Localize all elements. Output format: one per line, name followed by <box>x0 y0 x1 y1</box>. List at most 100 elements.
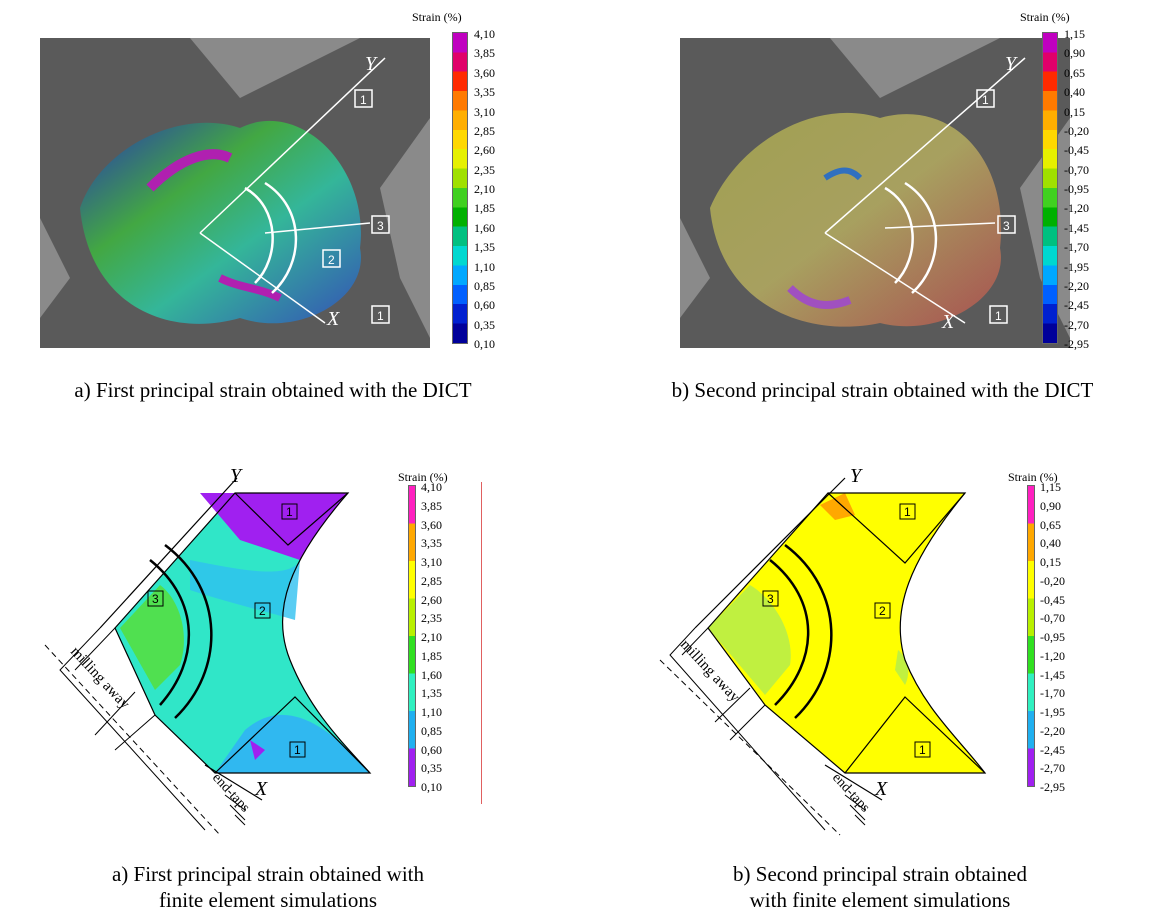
svg-text:3: 3 <box>1003 219 1010 233</box>
legend-tick-label: -2,45 <box>1040 742 1065 757</box>
legend-tick-label: 0,15 <box>1040 555 1061 569</box>
dict-b-image: Y X 1 3 1 <box>680 38 1070 348</box>
caption-a-fe: a) First principal strain obtained with … <box>8 861 528 913</box>
legend-tick-label: 0,35 <box>474 317 495 332</box>
legend-tick-label: 1,60 <box>474 220 495 235</box>
fe-a-diagram: Y X milling away end-taps 1 3 2 1 <box>44 465 372 836</box>
dict-a-region-1-bottom: 1 <box>371 305 390 324</box>
fe-a-milling-label: milling away <box>67 644 133 713</box>
svg-text:1: 1 <box>377 309 384 323</box>
svg-text:1: 1 <box>286 505 293 519</box>
dict-b-x-axis-label: X <box>941 311 955 333</box>
fe-b-region-1-bottom: 1 <box>914 741 931 758</box>
legend-tick-label: 1,10 <box>474 259 495 274</box>
legend-divider-line <box>481 482 482 804</box>
svg-text:3: 3 <box>377 219 384 233</box>
dict-a-image: Y X 1 3 2 1 <box>40 38 430 348</box>
caption-b-fe-line1: b) Second principal strain obtained <box>733 862 1027 886</box>
dict-b-region-1-top: 1 <box>976 89 995 108</box>
legend-title: Strain (%) <box>412 10 462 24</box>
svg-text:1: 1 <box>904 505 911 519</box>
legend-tick-label: 0,90 <box>1064 46 1085 61</box>
caption-a-fe-line2: finite element simulations <box>158 888 378 912</box>
legend-tick-label: -0,20 <box>1040 573 1065 588</box>
legend-tick-label: -1,70 <box>1040 686 1065 701</box>
svg-text:2: 2 <box>328 253 335 267</box>
legend-tick-label: 1,15 <box>1064 27 1085 41</box>
legend-tick-label: 3,60 <box>474 65 495 80</box>
fe-b-region-3: 3 <box>762 590 779 607</box>
legend-tick-label: 2,35 <box>474 162 495 177</box>
legend-color-bar <box>1042 32 1058 344</box>
dict-a-x-axis-label: X <box>326 308 340 330</box>
svg-text:3: 3 <box>152 592 159 606</box>
legend-tick-label: 1,35 <box>474 240 495 255</box>
svg-text:1: 1 <box>995 309 1002 323</box>
legend-tick-label: -2,95 <box>1064 337 1089 351</box>
legend-tick-label: -1,45 <box>1040 667 1065 682</box>
legend-tick-label: 3,60 <box>421 517 442 532</box>
fe-a-region-1-bottom: 1 <box>289 741 306 758</box>
legend-tick-label: -2,70 <box>1040 761 1065 776</box>
fe-a-y-axis-label: Y <box>230 465 243 487</box>
fe-b-region-2: 2 <box>874 602 891 619</box>
legend-tick-label: 0,40 <box>1064 85 1085 100</box>
dict-a-y-axis-label: Y <box>365 53 378 75</box>
fe-a-region-1-top: 1 <box>281 503 298 520</box>
legend-tick-label: 0,60 <box>421 742 442 757</box>
caption-a-dict: a) First principal strain obtained with … <box>74 378 472 402</box>
legend-color-bar <box>408 485 416 787</box>
fe-b-x-axis-label: X <box>874 778 888 800</box>
legend-tick-label: 3,85 <box>421 498 442 513</box>
dict-a-region-2: 2 <box>322 249 341 268</box>
legend-color-bar <box>452 32 468 344</box>
legend-tick-label: 1,10 <box>421 705 442 719</box>
dict-a-region-3: 3 <box>371 215 390 234</box>
legend-tick-label: 0,85 <box>421 723 442 738</box>
caption-a-fe-line1: a) First principal strain obtained with <box>111 862 425 886</box>
panel-b-dict: Y X 1 3 1 Strain (%) 1,15 0,90 0,65 0,40 0,1… <box>680 0 1155 350</box>
legend-tick-label: 1,15 <box>1040 480 1061 494</box>
caption-b-fe-line2: with finite element simulations <box>749 888 1011 912</box>
svg-text:1: 1 <box>919 743 926 757</box>
fe-a-region-2: 2 <box>254 602 271 619</box>
legend-tick-label: 0,65 <box>1064 65 1085 80</box>
svg-text:1: 1 <box>360 93 367 107</box>
legend-tick-label: 0,90 <box>1040 498 1061 513</box>
legend-tick-label: -0,95 <box>1064 182 1089 196</box>
legend-tick-label: 2,85 <box>474 123 495 138</box>
legend-tick-label: 0,35 <box>421 761 442 776</box>
legend-tick-label: 2,85 <box>421 573 442 588</box>
legend-tick-label: 3,35 <box>421 536 442 551</box>
dict-b-region-3: 3 <box>997 215 1016 234</box>
legend-tick-label: 2,10 <box>474 182 495 196</box>
fe-b-diagram: Y X milling away end-taps 1 3 2 1 <box>659 465 987 836</box>
fe-b-region-1-top: 1 <box>899 503 916 520</box>
legend-tick-label: 0,40 <box>1040 536 1061 551</box>
legend-tick-label: 2,60 <box>421 592 442 607</box>
legend-tick-label: 0,10 <box>421 780 442 794</box>
legend-tick-label: 3,85 <box>474 46 495 61</box>
legend-tick-label: -0,95 <box>1040 630 1065 644</box>
fe-a-region-3: 3 <box>147 590 164 607</box>
legend-tick-label: -2,20 <box>1040 723 1065 738</box>
svg-text:3: 3 <box>767 592 774 606</box>
legend-tick-label: 0,65 <box>1040 517 1061 532</box>
legend-tick-label: -1,45 <box>1064 220 1089 235</box>
legend-tick-label: 1,85 <box>421 648 442 663</box>
legend-tick-label: 4,10 <box>474 27 495 41</box>
fe-a-x-axis-label: X <box>254 778 268 800</box>
fe-b-y-axis-label: Y <box>850 465 863 487</box>
legend-tick-label: -2,70 <box>1064 317 1089 332</box>
legend-tick-label: -2,20 <box>1064 278 1089 293</box>
legend-tick-label: 1,85 <box>474 201 495 216</box>
legend-tick-label: -1,20 <box>1064 201 1089 216</box>
legend-tick-label: 2,60 <box>474 143 495 158</box>
legend-tick-label: 4,10 <box>421 480 442 494</box>
dict-b-y-axis-label: Y <box>1005 53 1018 75</box>
dict-a-region-1-top: 1 <box>354 89 373 108</box>
legend-tick-label: 1,60 <box>421 667 442 682</box>
panel-a-dict: Y X 1 3 2 1 Strain (%) 4,10 3,85 3,60 3,35 3… <box>40 0 560 350</box>
svg-text:1: 1 <box>982 93 989 107</box>
legend-tick-label: 3,35 <box>474 85 495 100</box>
